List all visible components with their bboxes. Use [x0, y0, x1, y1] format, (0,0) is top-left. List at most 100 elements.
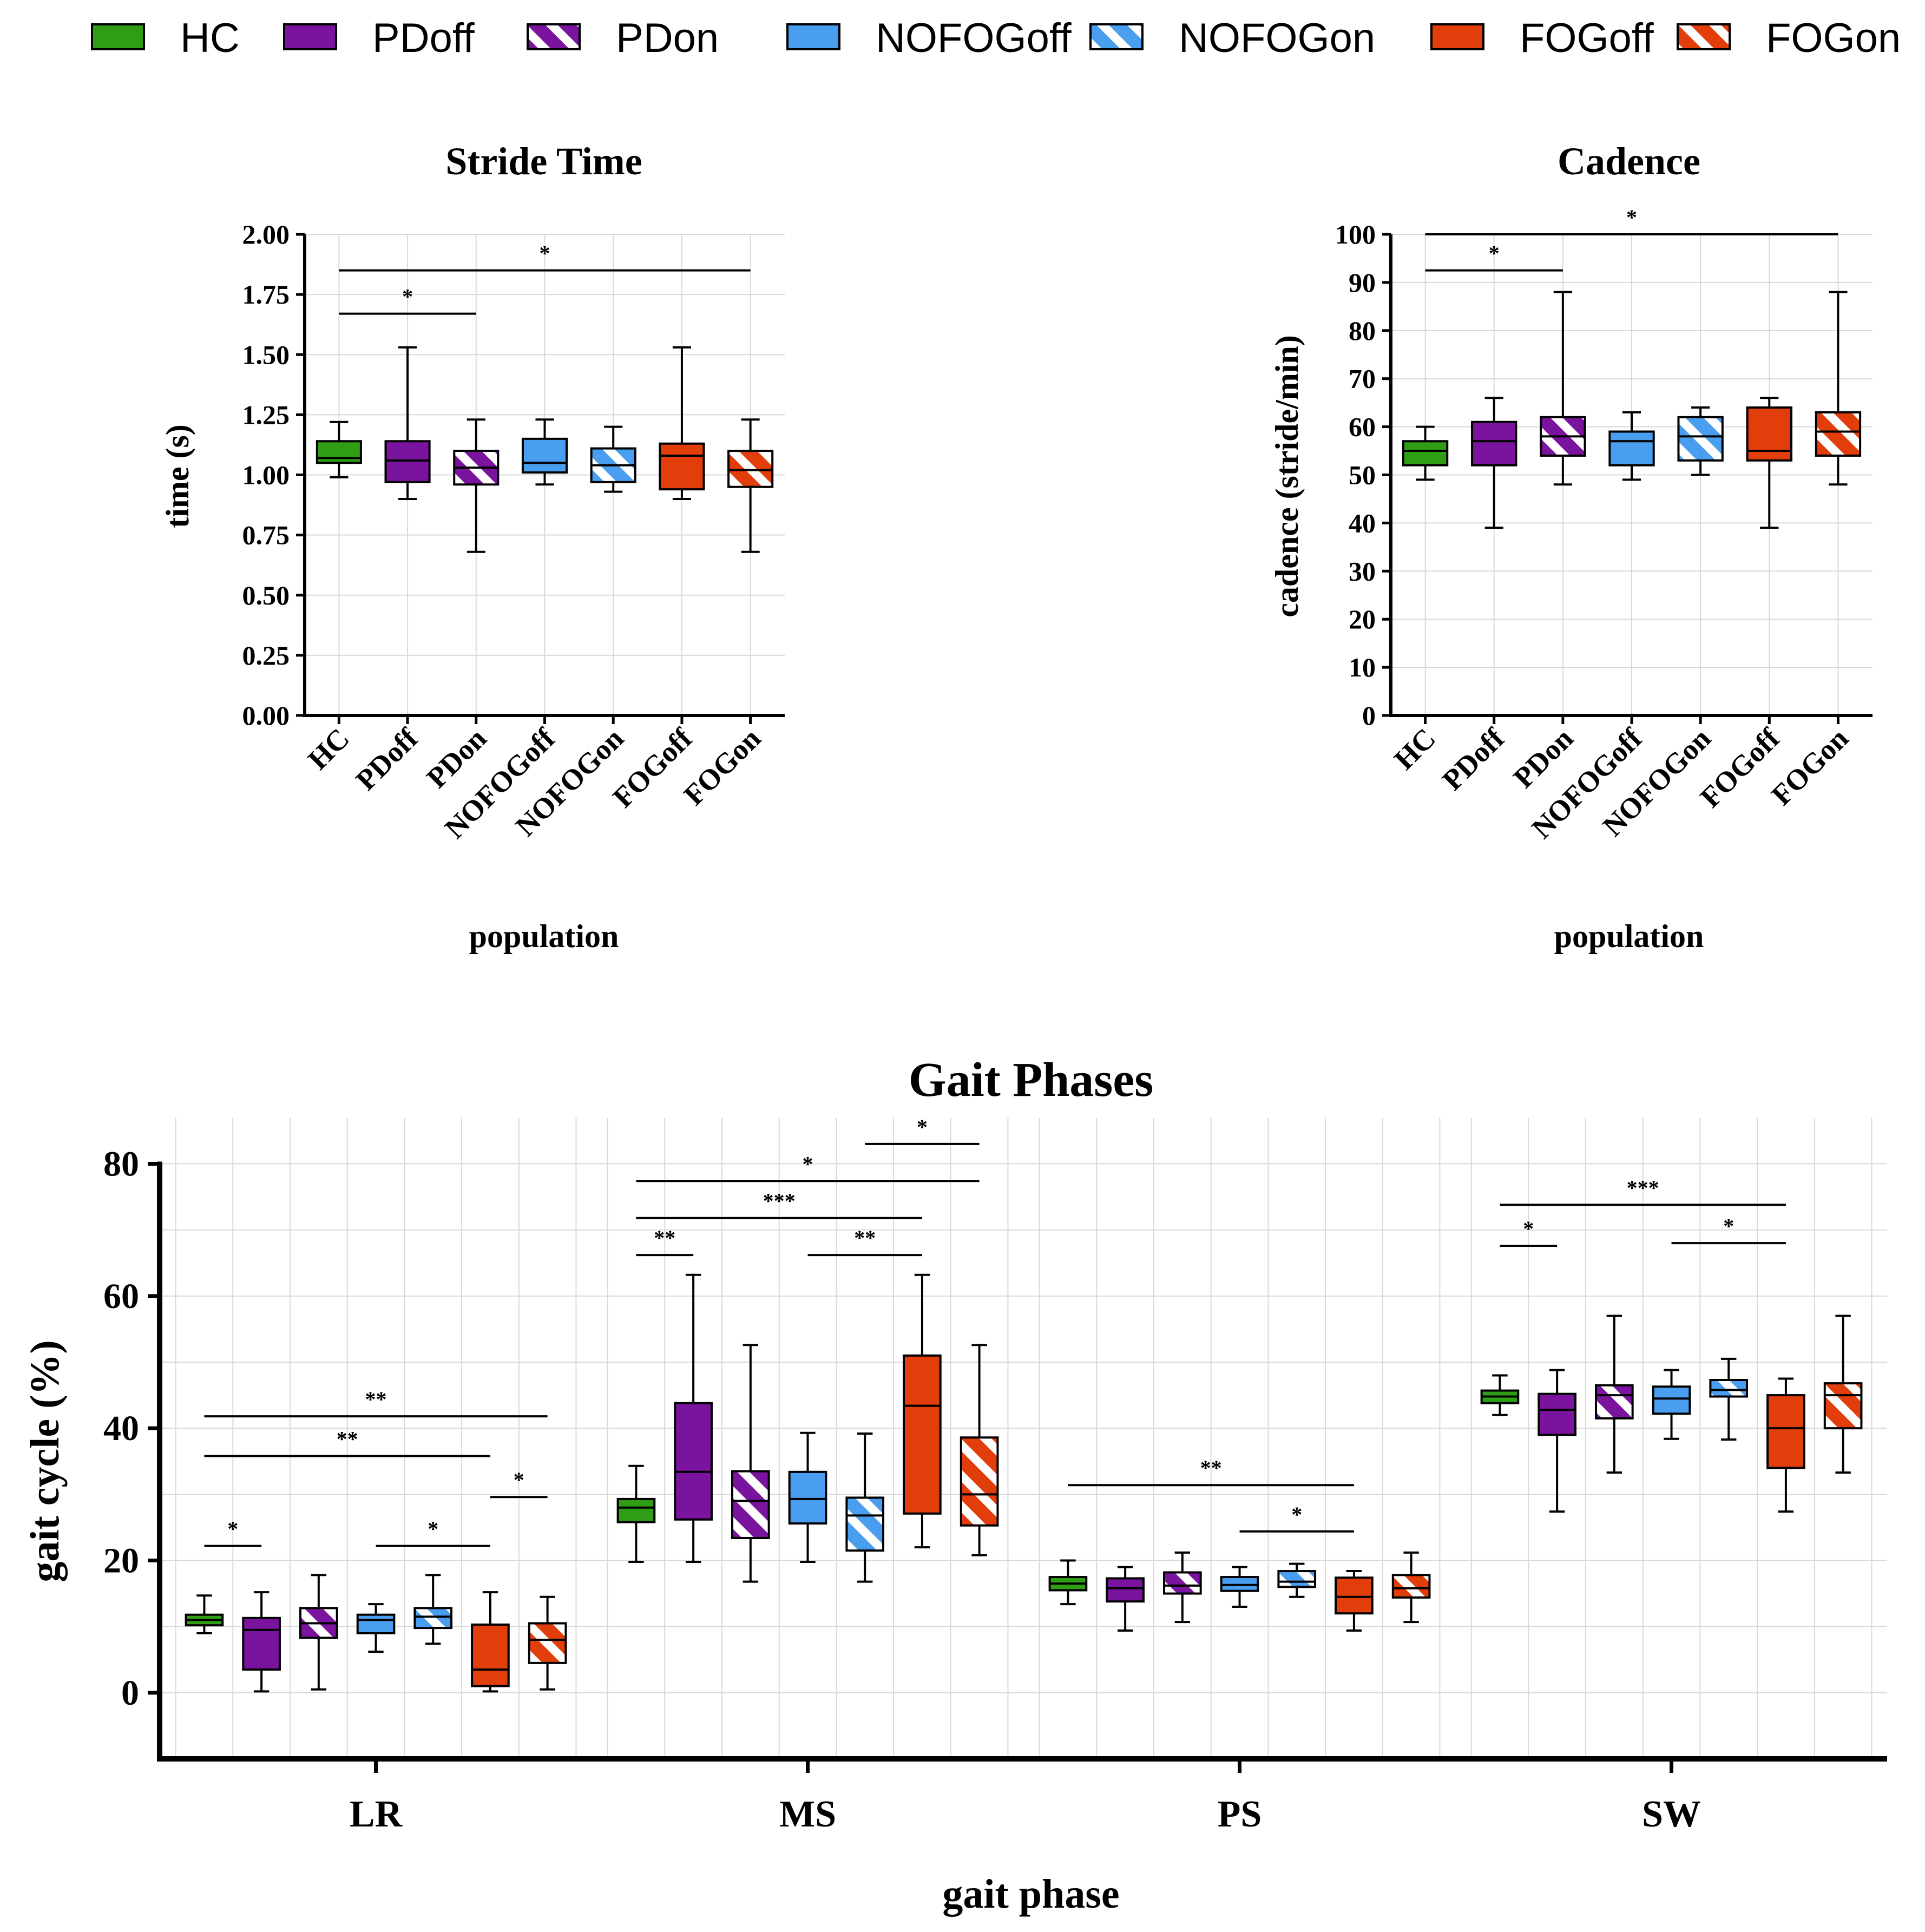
box-iqr [674, 1402, 713, 1521]
y-tick-label: 20 [103, 1541, 139, 1581]
box-iqr [1402, 440, 1449, 466]
box-iqr [242, 1616, 281, 1671]
legend: HC PDoff PDon NOFOGoff NOFOGon FOGoff FOGon [91, 15, 1901, 61]
box-iqr [659, 442, 705, 491]
gridlines [160, 1118, 1887, 1759]
box-nofogoff [1608, 411, 1655, 481]
x-tick-label-sw: SW [1642, 1793, 1701, 1835]
box-iqr [1815, 411, 1862, 457]
legend-label-pdoff: PDoff [372, 15, 475, 61]
box-pdon [453, 418, 500, 553]
box-sw-pdon [1595, 1315, 1634, 1474]
box-sw-fogon [1823, 1315, 1863, 1474]
box-ps-fogoff [1335, 1570, 1374, 1632]
cadence-chart: Cadence cadence (stride/min) population … [1269, 140, 1873, 954]
y-tick-label: 1.50 [242, 339, 290, 370]
box-iqr [903, 1354, 942, 1515]
x-tick-label-ms: MS [779, 1793, 836, 1835]
significance-label: ** [654, 1226, 675, 1250]
significance-label: * [917, 1115, 928, 1139]
y-tick-label: 60 [103, 1277, 139, 1316]
significance-label: * [1723, 1214, 1734, 1238]
legend-swatch-fogon [1677, 23, 1731, 50]
y-tick-label: 20 [1349, 604, 1376, 634]
box-pdon [1540, 291, 1586, 486]
box-ms-hc [616, 1464, 656, 1563]
legend-swatch-nofogon [1089, 23, 1144, 50]
box-iqr [528, 1622, 567, 1664]
legend-label-fogoff: FOGoff [1520, 15, 1654, 61]
y-tick-label: 90 [1349, 267, 1376, 298]
box-fogon [1815, 291, 1862, 486]
box-ms-pdoff [674, 1273, 713, 1563]
y-tick-label: 0 [1362, 700, 1376, 731]
x-tick-label-fogon: FOGon [678, 722, 767, 811]
x-tick-label-ps: PS [1218, 1793, 1262, 1835]
box-lr-nofogoff [356, 1603, 396, 1653]
significance-label: ** [365, 1387, 387, 1411]
y-tick-label: 0 [121, 1673, 139, 1713]
box-iqr [731, 1470, 770, 1539]
y-tick-label: 1.00 [242, 460, 290, 490]
box-lr-pdoff [242, 1591, 281, 1693]
y-tick-label: 0.25 [242, 640, 290, 671]
y-tick-label: 40 [1349, 508, 1376, 538]
y-tick-label: 2.00 [242, 219, 290, 249]
y-tick-label: 0.75 [242, 520, 290, 550]
significance-label: * [1291, 1502, 1302, 1527]
box-iqr [1823, 1382, 1863, 1430]
box-ms-pdon [731, 1344, 770, 1583]
box-ps-hc [1048, 1559, 1088, 1606]
y-tick-label: 80 [103, 1145, 139, 1184]
significance-label: * [540, 241, 550, 266]
legend-label-nofogon: NOFOGon [1179, 15, 1375, 61]
box-ms-fogoff [903, 1273, 942, 1549]
box-iqr [1677, 416, 1724, 462]
y-tick-label: 80 [1349, 316, 1376, 346]
cadence-ylabel: cadence (stride/min) [1269, 335, 1305, 617]
box-lr-fogon [528, 1595, 567, 1691]
gait-ylabel: gait cycle (%) [22, 1340, 68, 1582]
significance-label: * [1626, 205, 1637, 229]
box-ms-fogon [960, 1344, 999, 1556]
significance-label: *** [1627, 1175, 1659, 1200]
box-iqr [788, 1470, 827, 1525]
box-iqr [521, 437, 568, 474]
legend-label-nofogoff: NOFOGoff [876, 15, 1072, 61]
box-fogoff [1746, 397, 1792, 529]
legend-swatch-nofogoff [786, 23, 840, 50]
box-fogon [727, 418, 774, 553]
box-iqr [960, 1436, 999, 1527]
y-tick-label: 100 [1335, 219, 1376, 249]
y-tick-label: 1.75 [242, 279, 290, 310]
box-iqr [1277, 1570, 1317, 1588]
box-pdoff [1471, 397, 1517, 529]
cadence-xlabel: population [1554, 918, 1704, 954]
box-nofogon [1677, 406, 1724, 476]
x-tick-label-pdoff: PDoff [1436, 721, 1511, 797]
box-iqr [1335, 1576, 1374, 1615]
legend-label-pdon: PDon [616, 15, 719, 61]
box-iqr [616, 1497, 656, 1523]
box-iqr [1608, 430, 1655, 466]
x-tick-label-pdoff: PDoff [350, 721, 425, 797]
box-ms-nofogoff [788, 1431, 827, 1563]
y-tick-label: 40 [103, 1409, 139, 1448]
stride-xlabel: population [469, 918, 619, 954]
box-lr-hc [185, 1594, 224, 1634]
significance-label: * [428, 1517, 438, 1541]
legend-label-hc: HC [180, 15, 240, 61]
x-tick-label-hc: HC [1388, 722, 1442, 776]
y-tick-label: 60 [1349, 412, 1376, 442]
significance-label: ** [854, 1226, 876, 1250]
significance-label: * [227, 1517, 238, 1541]
significance-label: ** [337, 1427, 358, 1451]
box-fogoff [659, 346, 705, 500]
legend-swatch-pdon [527, 23, 581, 50]
box-lr-nofogon [413, 1574, 453, 1645]
box-sw-fogoff [1766, 1377, 1805, 1513]
box-hc [316, 420, 362, 478]
box-iqr [471, 1624, 510, 1687]
significance-label: * [1523, 1217, 1534, 1241]
